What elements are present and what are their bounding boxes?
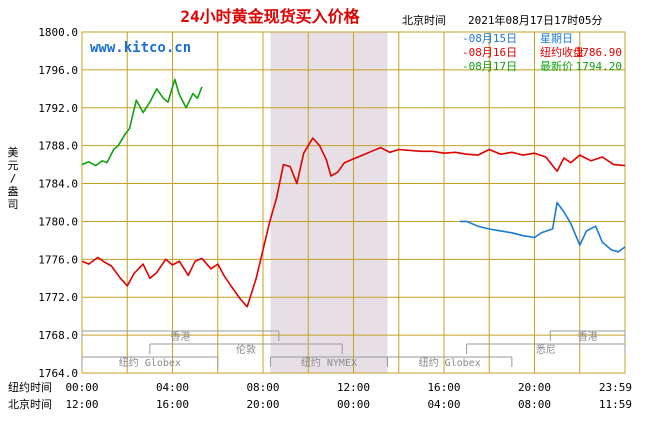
x-tick-label-bj: 00:00 [337, 398, 370, 411]
x-tick-label-ny: 08:00 [246, 381, 279, 394]
plot-frame [81, 31, 626, 374]
grid-lines [81, 31, 626, 374]
market-label: 香港 [170, 331, 190, 343]
x-tick-label-ny: 23:59 [599, 381, 632, 394]
y-tick-label: 1792.0 [38, 102, 78, 115]
legend-label: 最新价 [540, 59, 573, 73]
y-tick-label: 1772.0 [38, 291, 78, 304]
x-tick-label-bj: 16:00 [156, 398, 189, 411]
timezone-label: 北京时间 [402, 13, 446, 27]
nymex-session-shade [270, 32, 388, 373]
legend-value: 1786.90 [576, 46, 622, 59]
y-tick-label: 1784.0 [38, 178, 78, 191]
y-tick-label: 1796.0 [38, 64, 78, 77]
series-lines [81, 78, 626, 308]
legend-date: -08月17日 [462, 60, 517, 73]
x-tick-label-bj: 04:00 [427, 398, 460, 411]
legend-date: -08月16日 [462, 46, 517, 59]
market-label: 香港 [578, 331, 598, 343]
market-label: 纽约 Globex [419, 356, 481, 369]
x-tick-label-ny: 16:00 [427, 381, 460, 394]
y-tick-label: 1768.0 [38, 329, 78, 342]
market-label: 伦敦 [236, 343, 256, 356]
watermark-text: www.kitco.cn [90, 40, 191, 56]
x-tick-label-bj: 20:00 [246, 398, 279, 411]
y-axis-title: 美元/盎司 [8, 146, 19, 211]
legend-label: 星期日 [540, 32, 573, 45]
market-label: 悉尼 [536, 344, 556, 356]
market-label: 纽约 NYMEX [301, 356, 357, 369]
x-tick-label-bj: 12:00 [65, 398, 98, 411]
chart-title: 24小时黄金现货买入价格 [180, 7, 360, 26]
x-tick-label-bj: 08:00 [518, 398, 551, 411]
datetime-label: 2021年08月17日17时05分 [468, 13, 602, 27]
x-tick-label-bj: 11:59 [599, 398, 632, 411]
legend-label: 纽约收盘 [540, 45, 584, 59]
y-tick-labels: 1800.0 1796.0 1792.0 1788.0 1784.0 1780.0 1776… [38, 26, 78, 380]
x-tick-label-ny: 20:00 [518, 381, 551, 394]
legend-date: -08月15日 [462, 32, 517, 45]
svg-text:美元/盎司: 美元/盎司 [8, 146, 19, 211]
series-line [81, 78, 203, 167]
y-tick-label: 1780.0 [38, 215, 78, 228]
y-tick-label: 1800.0 [38, 26, 78, 39]
x-tick-label-ny: 00:00 [65, 381, 98, 394]
x-axis-row-label-ny: 纽约时间 [8, 380, 52, 394]
y-tick-label: 1788.0 [38, 140, 78, 153]
legend-value: 1794.20 [576, 60, 622, 73]
market-label: 纽约 Globex [119, 356, 181, 369]
x-tick-label-ny: 12:00 [337, 381, 370, 394]
x-tick-labels: 00:00 04:00 08:00 12:00 16:00 20:00 23:59 12:00… [65, 381, 632, 411]
series-line [459, 201, 626, 253]
x-axis-row-label-bj: 北京时间 [8, 397, 52, 411]
y-tick-label: 1776.0 [38, 253, 78, 266]
y-tick-label: 1764.0 [38, 367, 78, 380]
x-tick-label-ny: 04:00 [156, 381, 189, 394]
series-line [81, 137, 626, 308]
